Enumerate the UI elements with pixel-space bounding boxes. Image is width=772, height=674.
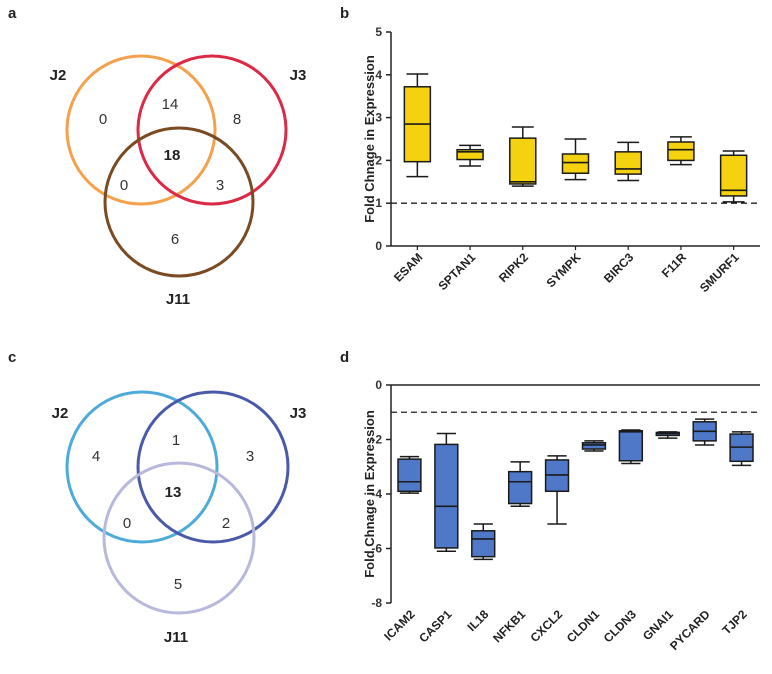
- venn-count-j3-j11: 3: [216, 177, 224, 194]
- venn-count-j3-only: 3: [246, 448, 254, 465]
- y-tick-label: 3: [375, 111, 382, 125]
- x-tick-label: F11R: [659, 250, 689, 280]
- box-il18: [471, 523, 496, 561]
- box-iqr: [509, 137, 537, 185]
- x-tick-label: BIRC3: [601, 250, 637, 286]
- x-tick-label: RIPK2: [496, 250, 531, 285]
- x-tick-label: CASP1: [416, 607, 454, 645]
- venn-count-j2-j3: 14: [162, 96, 179, 113]
- venn-label-j2: J2: [52, 405, 69, 422]
- x-tick-label: ESAM: [391, 250, 425, 284]
- y-tick-label: -6: [371, 542, 382, 556]
- venn-circle-j3: [136, 54, 288, 206]
- panel-label-c: c: [8, 349, 16, 366]
- box-iqr: [614, 151, 642, 175]
- box-f11r: [667, 136, 695, 166]
- box-iqr: [719, 154, 748, 197]
- box-cldn3: [618, 429, 644, 465]
- panel-label-a: a: [8, 5, 17, 22]
- x-tick-label: NFKB1: [490, 607, 528, 645]
- y-tick-label: 2: [375, 153, 382, 167]
- panel-label-d: d: [340, 349, 349, 366]
- venn-circle-j11: [103, 126, 255, 278]
- box-casp1: [434, 432, 459, 552]
- x-tick-label: CXCL2: [527, 607, 565, 645]
- box-iqr: [434, 443, 459, 549]
- venn-label-j3: J3: [290, 67, 307, 84]
- box-nfkb1: [507, 461, 533, 508]
- box-plot-b: 0 1 2 3 4 5 Fold Chnage in Expression ESAM SPTAN…: [362, 25, 760, 295]
- venn-label-j11: J11: [164, 629, 188, 646]
- venn-count-j11-only: 6: [171, 231, 179, 248]
- venn-diagram-bottom: J2 J3 J11 4 1 3 13 0 2 5: [52, 390, 307, 646]
- box-iqr: [456, 148, 484, 161]
- y-tick-label: 5: [375, 25, 382, 39]
- x-tick-label: PYCARD: [667, 607, 713, 653]
- venn-circle-j2: [65, 54, 217, 206]
- y-axis-title: Fold Chnage in Expression: [362, 55, 377, 223]
- x-tick-label: IL18: [464, 607, 491, 634]
- y-tick-label: -4: [371, 487, 382, 501]
- box-iqr: [581, 442, 607, 450]
- venn-count-j2-only: 4: [92, 448, 100, 465]
- box-iqr: [618, 430, 644, 462]
- box-cxcl2: [544, 455, 570, 525]
- venn-label-j2: J2: [50, 67, 67, 84]
- box-tjp2: [729, 431, 754, 467]
- box-iqr: [397, 458, 422, 493]
- venn-count-all: 13: [165, 484, 182, 501]
- box-iqr: [507, 470, 533, 505]
- box-icam2: [397, 455, 422, 494]
- x-tick-label: SYMPK: [544, 250, 584, 290]
- venn-circle-j3: [136, 390, 290, 544]
- venn-circle-j11: [102, 461, 256, 615]
- box-iqr: [471, 530, 496, 558]
- box-smurf1: [719, 150, 748, 203]
- venn-count-j2-j11: 0: [123, 515, 131, 532]
- y-tick-label: 1: [375, 196, 382, 210]
- x-tick-label: CLDN3: [601, 607, 639, 645]
- box-pycard: [692, 418, 717, 446]
- y-tick-label: 0: [375, 239, 382, 253]
- venn-count-j2-j11: 0: [120, 177, 128, 194]
- box-cldn1: [581, 440, 607, 452]
- venn-count-j2-only: 0: [99, 111, 107, 128]
- venn-count-j3-j11: 2: [222, 515, 230, 532]
- box-sympk: [561, 138, 590, 181]
- venn-count-j11-only: 5: [174, 576, 182, 593]
- y-tick-label: 4: [375, 68, 382, 82]
- box-sptan1: [456, 144, 484, 167]
- venn-label-j3: J3: [290, 405, 307, 422]
- x-tick-label: GNAI1: [640, 607, 676, 643]
- venn-count-all: 18: [164, 147, 181, 164]
- box-gnai1: [655, 431, 680, 439]
- x-tick-label: CLDN1: [564, 607, 602, 645]
- y-tick-label: -2: [371, 433, 382, 447]
- y-tick-label: -8: [371, 596, 382, 610]
- box-esam: [403, 73, 432, 178]
- y-tick-label: 0: [375, 378, 382, 392]
- x-tick-label: SMURF1: [697, 250, 742, 295]
- venn-label-j11: J11: [166, 291, 190, 308]
- venn-count-j2-j3: 1: [172, 432, 180, 449]
- box-ripk2: [509, 126, 537, 187]
- venn-circle-j2: [65, 390, 219, 544]
- x-tick-label: SPTAN1: [435, 250, 478, 293]
- venn-count-j3-only: 8: [233, 111, 241, 128]
- x-tick-label: TJP2: [719, 607, 749, 637]
- x-tick-label: ICAM2: [381, 607, 418, 644]
- box-birc3: [614, 141, 642, 182]
- venn-diagram-top: J2 J3 J11 0 14 8 18 0 3 6: [50, 54, 307, 308]
- panel-label-b: b: [340, 5, 349, 22]
- box-iqr: [561, 153, 590, 174]
- y-axis-title: Fold Chnage in Expression: [362, 410, 377, 578]
- box-iqr: [667, 141, 695, 162]
